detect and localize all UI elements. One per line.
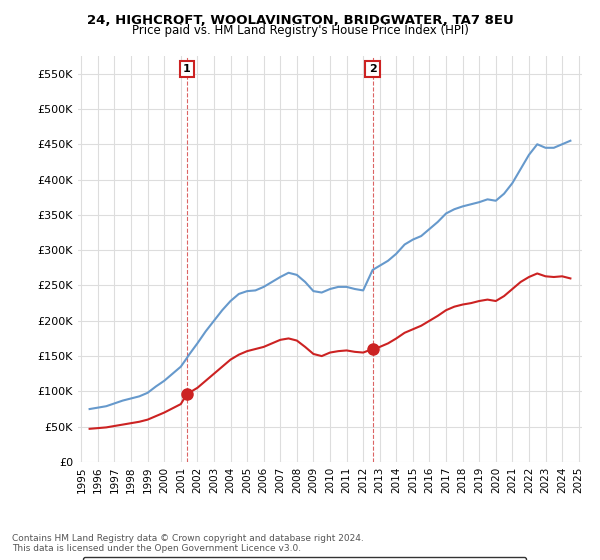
Text: 1: 1 bbox=[183, 64, 191, 74]
Text: 24, HIGHCROFT, WOOLAVINGTON, BRIDGWATER, TA7 8EU: 24, HIGHCROFT, WOOLAVINGTON, BRIDGWATER,… bbox=[86, 14, 514, 27]
Text: Contains HM Land Registry data © Crown copyright and database right 2024.
This d: Contains HM Land Registry data © Crown c… bbox=[12, 534, 364, 553]
Text: Price paid vs. HM Land Registry's House Price Index (HPI): Price paid vs. HM Land Registry's House … bbox=[131, 24, 469, 36]
Legend: 24, HIGHCROFT, WOOLAVINGTON, BRIDGWATER, TA7 8EU (detached house), HPI: Average : 24, HIGHCROFT, WOOLAVINGTON, BRIDGWATER,… bbox=[83, 557, 526, 560]
Text: 2: 2 bbox=[369, 64, 376, 74]
